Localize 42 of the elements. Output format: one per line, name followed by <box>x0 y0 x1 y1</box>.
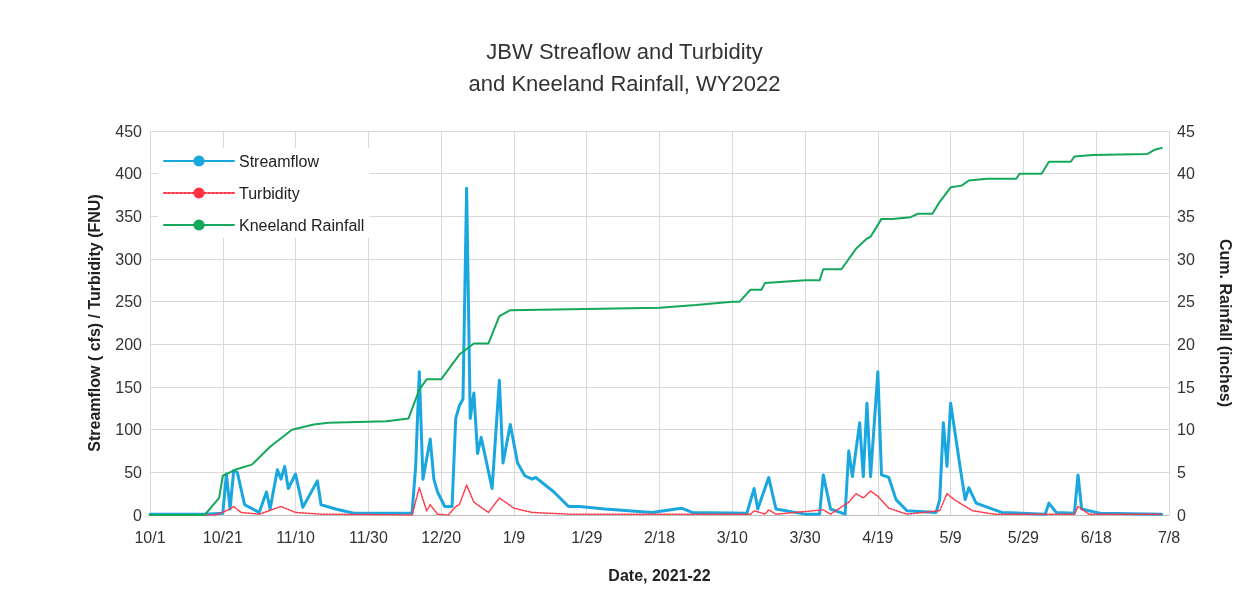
y-tick-label: 300 <box>115 250 143 268</box>
x-tick-label: 2/18 <box>643 528 676 546</box>
x-tick-label: 4/19 <box>862 528 894 546</box>
y2-tick-label: 10 <box>1177 421 1195 439</box>
y-tick-label: 150 <box>115 378 143 396</box>
y2-tick-label: 35 <box>1177 207 1195 225</box>
y2-tick-label: 25 <box>1177 293 1195 311</box>
y-tick-label: 100 <box>115 421 143 439</box>
x-tick-label: 12/20 <box>421 528 462 546</box>
x-tick-label: 6/18 <box>1080 528 1112 546</box>
y-tick-label: 400 <box>115 165 143 183</box>
x-tick-label: 11/10 <box>276 528 316 546</box>
x-tick-label: 3/10 <box>716 528 748 546</box>
x-tick-label: 10/1 <box>134 528 166 546</box>
y2-tick-label: 30 <box>1177 250 1195 268</box>
y2-tick-label: 15 <box>1177 378 1195 396</box>
y-tick-label: 0 <box>133 506 143 524</box>
y-tick-label: 250 <box>115 293 143 311</box>
x-tick-label: 5/29 <box>1007 528 1040 546</box>
x-tick-label: 10/21 <box>202 528 243 546</box>
x-tick-label: 5/9 <box>939 528 962 546</box>
legend-label: Turbidity <box>239 184 300 202</box>
y2-tick-label: 40 <box>1177 165 1195 183</box>
y2-axis-title: Cum. Rainfall (inches) <box>1216 238 1234 408</box>
legend-label: Streamflow <box>239 152 320 170</box>
x-tick-label: 1/29 <box>571 528 603 546</box>
x-tick-label: 3/30 <box>789 528 821 546</box>
y2-tick-label: 5 <box>1177 463 1186 481</box>
x-tick-label: 7/8 <box>1157 528 1181 546</box>
y-tick-label: 450 <box>115 122 143 140</box>
x-tick-label: 1/9 <box>502 528 526 546</box>
y-tick-label: 200 <box>115 335 143 353</box>
x-tick-label: 11/30 <box>348 528 388 546</box>
y2-tick-label: 20 <box>1177 335 1195 353</box>
chart-title: JBW Streaflow and Turbidity and Kneeland Rainfall, WY2022 <box>468 38 781 96</box>
x-axis-title: Date, 2021-22 <box>608 566 711 584</box>
y-tick-label: 350 <box>115 207 143 225</box>
y-tick-label: 50 <box>124 463 143 481</box>
y2-tick-label: 0 <box>1177 506 1186 524</box>
legend-label: Kneeland Rainfall <box>239 216 365 234</box>
y2-tick-label: 45 <box>1177 122 1195 140</box>
y-axis-title: Streamflow ( cfs) / Turbidity (FNU) <box>85 194 103 452</box>
